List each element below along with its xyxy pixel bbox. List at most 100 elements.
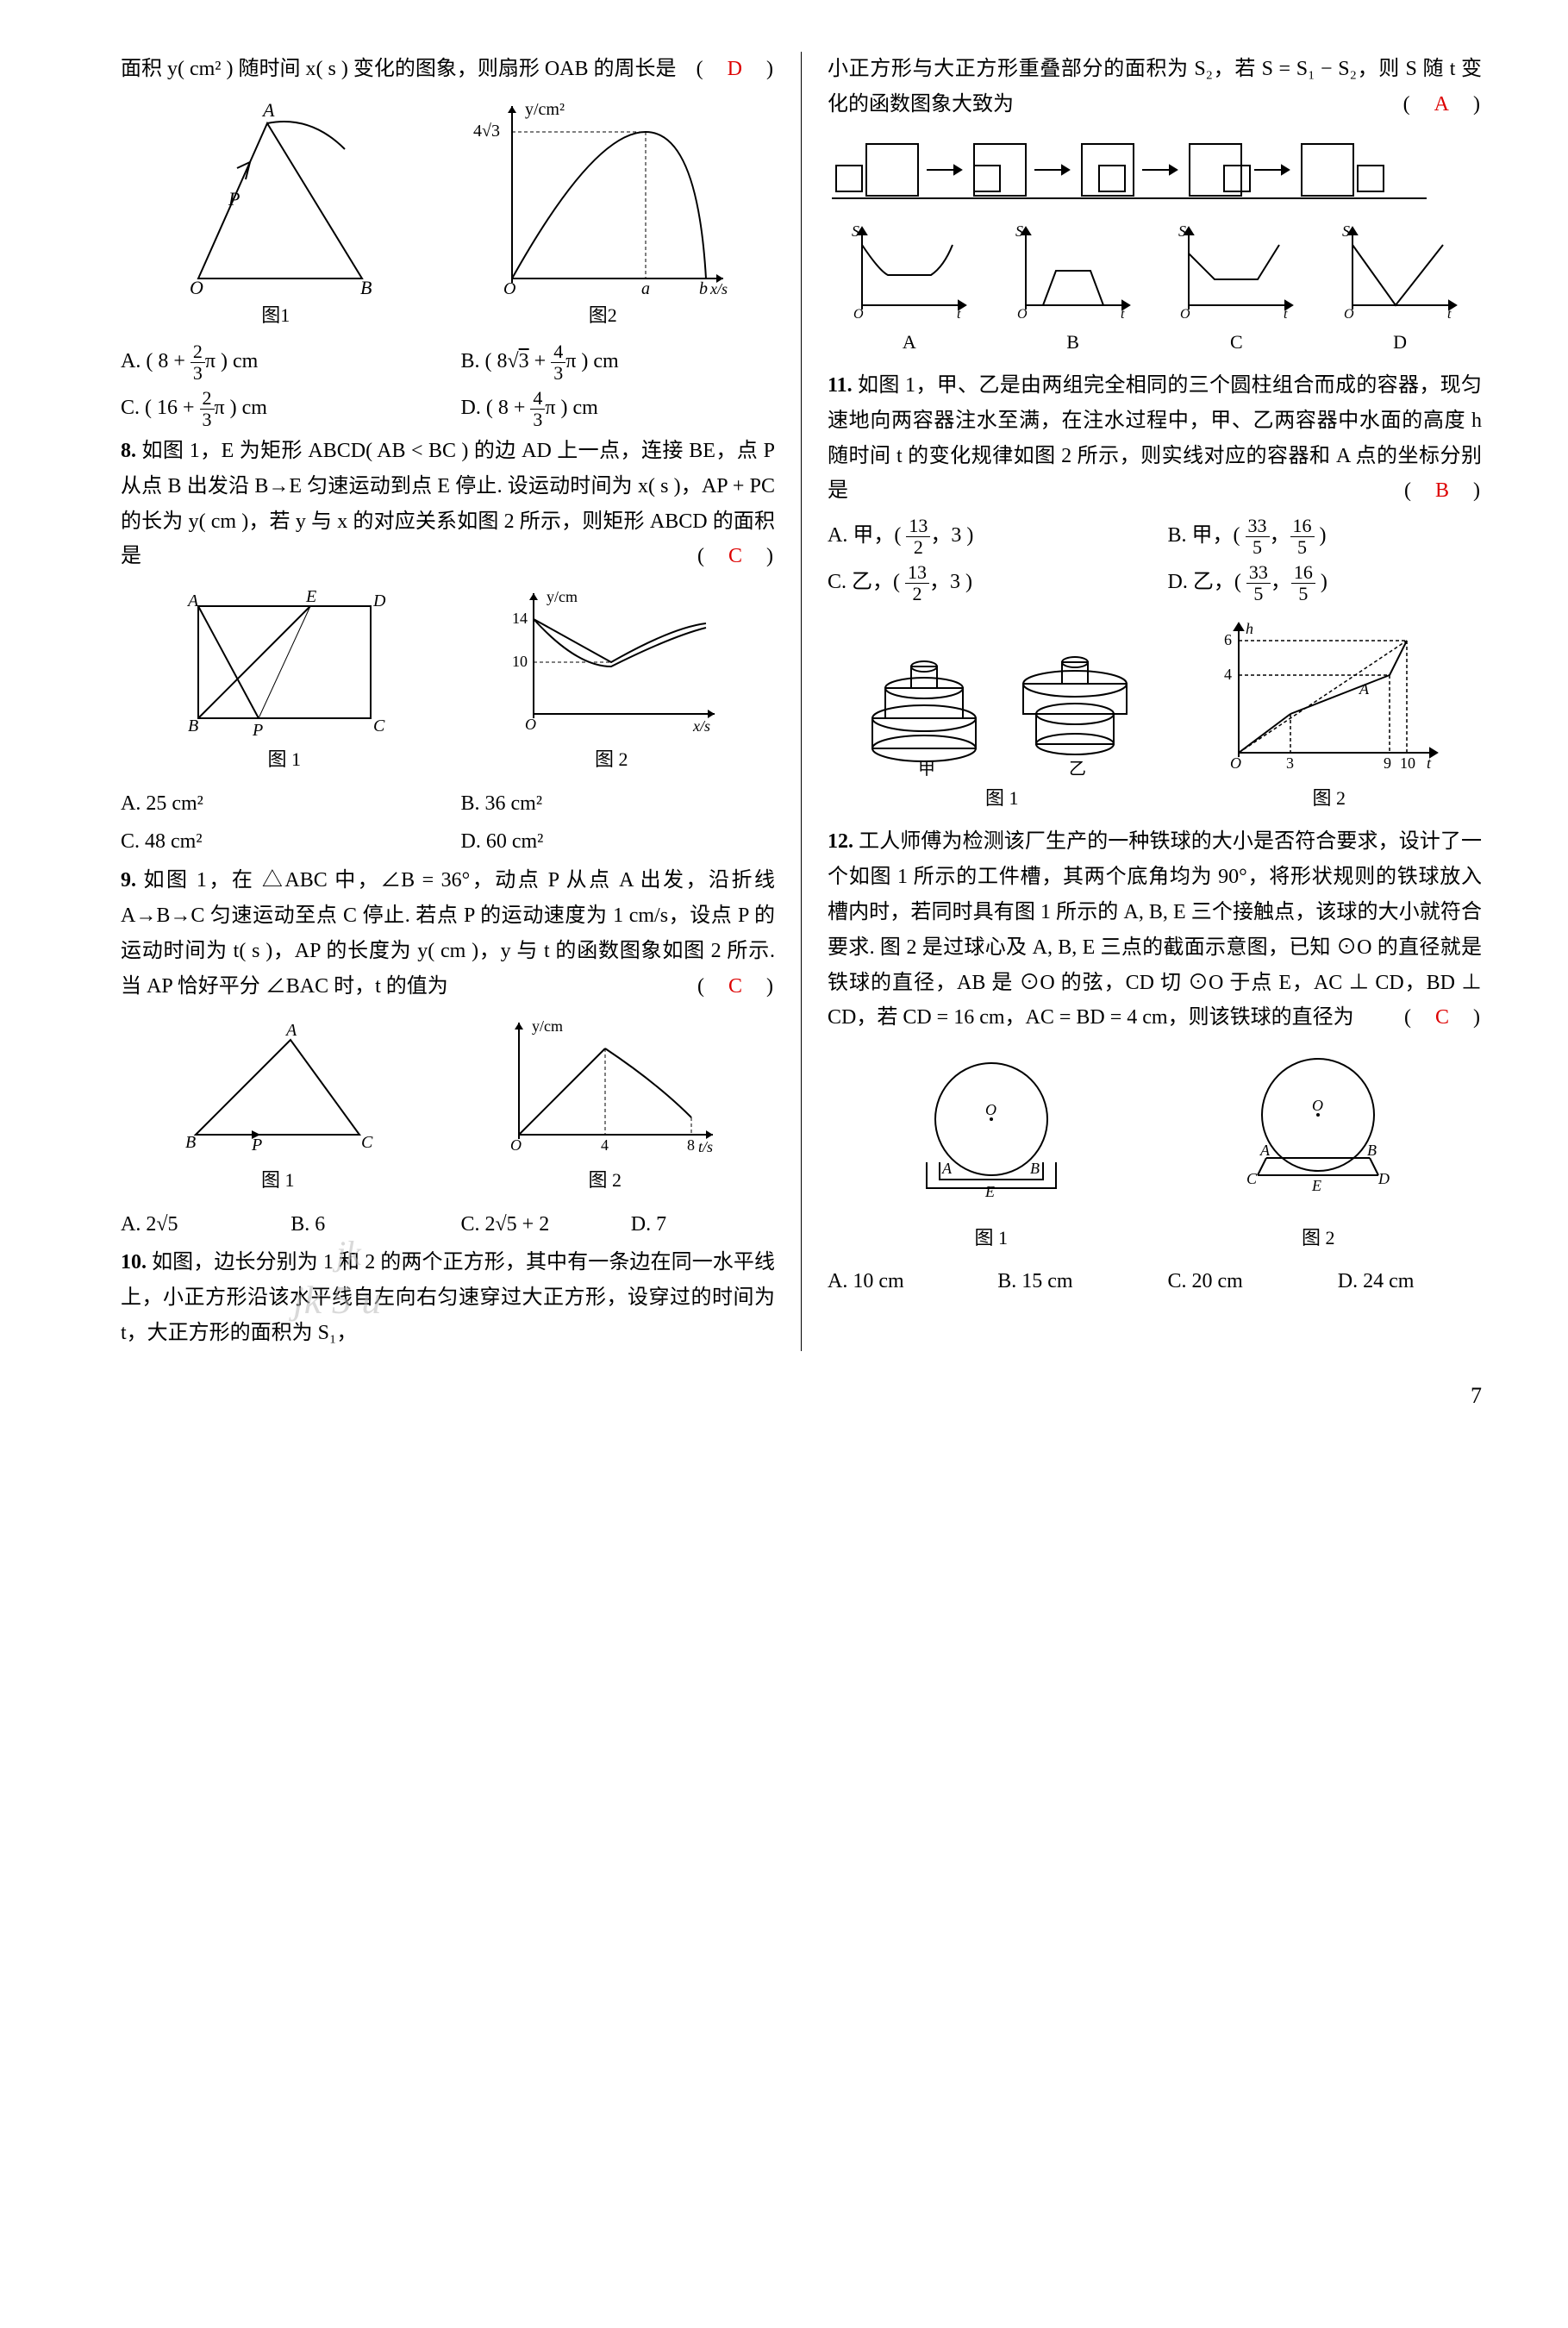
watermark-2: jk 5 u <box>293 1267 381 1334</box>
q8-figures: A E D B P C 图 1 14 <box>121 585 775 775</box>
svg-text:E: E <box>984 1183 995 1200</box>
svg-text:E: E <box>305 587 316 606</box>
svg-text:O: O <box>1230 754 1241 772</box>
q10-num: 10. <box>121 1251 147 1274</box>
svg-text:S: S <box>1178 222 1186 240</box>
svg-text:P: P <box>252 721 263 740</box>
svg-text:E: E <box>1311 1177 1321 1194</box>
q12-fig1: O A B E 图 1 <box>892 1046 1090 1254</box>
svg-text:x/s: x/s <box>692 717 710 735</box>
svg-text:x/s: x/s <box>709 280 728 296</box>
q10c-squares-svg <box>828 131 1431 209</box>
right-column: 小正方形与大正方形重叠部分的面积为 S₂，若 S = S₁ − S₂，则 S 随… <box>802 52 1482 1351</box>
q10c-chartD: SOt D <box>1335 219 1465 358</box>
svg-text:14: 14 <box>512 610 528 627</box>
svg-text:t: t <box>1121 307 1125 322</box>
svg-text:D: D <box>1377 1170 1390 1187</box>
svg-text:O: O <box>503 279 515 296</box>
q12-optB: B. 15 cm <box>997 1264 1141 1299</box>
svg-text:O: O <box>1312 1097 1323 1114</box>
q12-optD: D. 24 cm <box>1338 1264 1482 1299</box>
q7-fig1: A O B P 图1 <box>164 97 388 331</box>
svg-text:S: S <box>1342 222 1350 240</box>
q9-text: 如图 1，在 △ABC 中，∠B = 36°，动点 P 从点 A 出发，沿折线 … <box>121 869 775 997</box>
svg-text:A: A <box>284 1021 297 1040</box>
page-columns: 面积 y( cm² ) 随时间 x( s ) 变化的图象，则扇形 OAB 的周长… <box>121 52 1482 1351</box>
svg-text:P: P <box>228 188 240 210</box>
q8-text: 如图 1，E 为矩形 ABCD( AB < BC ) 的边 AD 上一点，连接 … <box>121 440 775 567</box>
q8-fig2: 14 10 y/cm O x/s 图 2 <box>499 585 723 775</box>
q12-fig2: O A B C D E 图 2 <box>1219 1046 1417 1254</box>
svg-text:t: t <box>1284 307 1288 322</box>
q10c-top-fig <box>828 131 1482 209</box>
svg-text:y/cm: y/cm <box>547 588 578 605</box>
q12-fig2-svg: O A B C D E <box>1219 1046 1417 1218</box>
q9-num: 9. <box>121 869 136 892</box>
q9-answer-paren: ( C ) <box>697 969 775 1004</box>
svg-text:S: S <box>852 222 859 240</box>
svg-text:t: t <box>1447 307 1452 322</box>
q10c-text: 小正方形与大正方形重叠部分的面积为 S₂，若 S = S₁ − S₂，则 S 随… <box>828 58 1482 116</box>
q11-optD: D. 乙，( 335，165 ) <box>1168 562 1483 604</box>
q10: 10. 如图，边长分别为 1 和 2 的两个正方形，其中有一条边在同一水平线上，… <box>121 1245 775 1350</box>
q10c-answer-paren: ( A ) <box>1403 87 1482 122</box>
q11-text: 如图 1，甲、乙是由两组完全相同的三个圆柱组合而成的容器，现匀速地向两容器注水至… <box>828 374 1482 502</box>
q8-optA: A. 25 cm² <box>121 786 435 822</box>
q12-figures: O A B E 图 1 O A B C <box>828 1046 1482 1254</box>
q8-fig1: A E D B P C 图 1 <box>172 585 397 775</box>
svg-text:O: O <box>985 1101 996 1118</box>
q11-answer-paren: ( B ) <box>1404 473 1482 509</box>
svg-text:10: 10 <box>1400 754 1415 772</box>
page-number: 7 <box>121 1377 1482 1415</box>
q8: 8. 如图 1，E 为矩形 ABCD( AB < BC ) 的边 AD 上一点，… <box>121 434 775 574</box>
q11-figures: 甲 乙 图 1 <box>828 615 1482 814</box>
q9-optA: A. 2√5 <box>121 1207 265 1242</box>
q7-answer: D <box>728 58 744 80</box>
q12-text: 工人师傅为检测该厂生产的一种铁球的大小是否符合要求，设计了一个如图 1 所示的工… <box>828 830 1482 1029</box>
q10c-chartC: SOt C <box>1171 219 1301 358</box>
q10c-option-charts: SOt A SOt B SOt C <box>828 219 1482 358</box>
q9-optC: C. 2√5 + 2 <box>461 1207 605 1242</box>
q9-fig1-svg: A B C P <box>170 1014 385 1161</box>
q8-optD: D. 60 cm² <box>461 824 776 860</box>
q12-options: A. 10 cm B. 15 cm C. 20 cm D. 24 cm <box>828 1264 1482 1299</box>
svg-text:A: A <box>261 99 275 121</box>
q7-optB: B. ( 8√3 + 43π ) cm <box>461 341 776 384</box>
svg-text:4: 4 <box>1224 666 1232 683</box>
q11-containers-svg: 甲 乙 <box>859 623 1144 779</box>
q9: 9. 如图 1，在 △ABC 中，∠B = 36°，动点 P 从点 A 出发，沿… <box>121 863 775 1004</box>
svg-text:B: B <box>360 277 372 296</box>
q12-optA: A. 10 cm <box>828 1264 971 1299</box>
q11: 11. 如图 1，甲、乙是由两组完全相同的三个圆柱组合而成的容器，现匀速地向两容… <box>828 368 1482 509</box>
svg-text:B: B <box>185 1133 196 1152</box>
q8-options: A. 25 cm² B. 36 cm² C. 48 cm² D. 60 cm² <box>121 786 775 860</box>
q11-containers: 甲 乙 图 1 <box>859 623 1144 814</box>
q7-optD: D. ( 8 + 43π ) cm <box>461 388 776 430</box>
q9-fig2-label: 图 2 <box>484 1164 726 1196</box>
svg-text:10: 10 <box>512 653 528 670</box>
q8-fig2-svg: 14 10 y/cm O x/s <box>499 585 723 740</box>
q10-text: 如图，边长分别为 1 和 2 的两个正方形，其中有一条边在同一水平线上，小正方形… <box>121 1251 775 1344</box>
q12-num: 12. <box>828 830 853 853</box>
svg-text:S: S <box>1015 222 1023 240</box>
q12-fig1-svg: O A B E <box>892 1046 1090 1218</box>
q7-fig2: 4√3 y/cm² O a b x/s 图2 <box>473 97 732 331</box>
q11-options: A. 甲，( 132，3 ) B. 甲，( 335，165 ) C. 乙，( 1… <box>828 516 1482 604</box>
q10c: 小正方形与大正方形重叠部分的面积为 S₂，若 S = S₁ − S₂，则 S 随… <box>828 52 1482 122</box>
q11-chart-svg: 6 4 h O 3 9 10 t A <box>1209 615 1450 779</box>
q9-options: A. 2√5 B. 6 C. 2√5 + 2 D. 7 <box>121 1207 775 1242</box>
q7-fig2-svg: 4√3 y/cm² O a b x/s <box>473 97 732 296</box>
svg-text:D: D <box>372 591 386 610</box>
svg-text:9: 9 <box>1384 754 1391 772</box>
svg-text:A: A <box>1259 1142 1271 1159</box>
q7-fig1-label: 图1 <box>164 299 388 331</box>
q8-num: 8. <box>121 440 136 462</box>
svg-text:O: O <box>1180 307 1190 322</box>
svg-text:C: C <box>1246 1170 1258 1187</box>
svg-text:O: O <box>1344 307 1354 322</box>
q7-options: A. ( 8 + 23π ) cm B. ( 8√3 + 43π ) cm C.… <box>121 341 775 430</box>
svg-text:A: A <box>186 591 199 610</box>
svg-text:C: C <box>373 717 385 735</box>
svg-text:B: B <box>1367 1142 1377 1159</box>
q7-figures: A O B P 图1 4√3 y/cm² O <box>121 97 775 331</box>
